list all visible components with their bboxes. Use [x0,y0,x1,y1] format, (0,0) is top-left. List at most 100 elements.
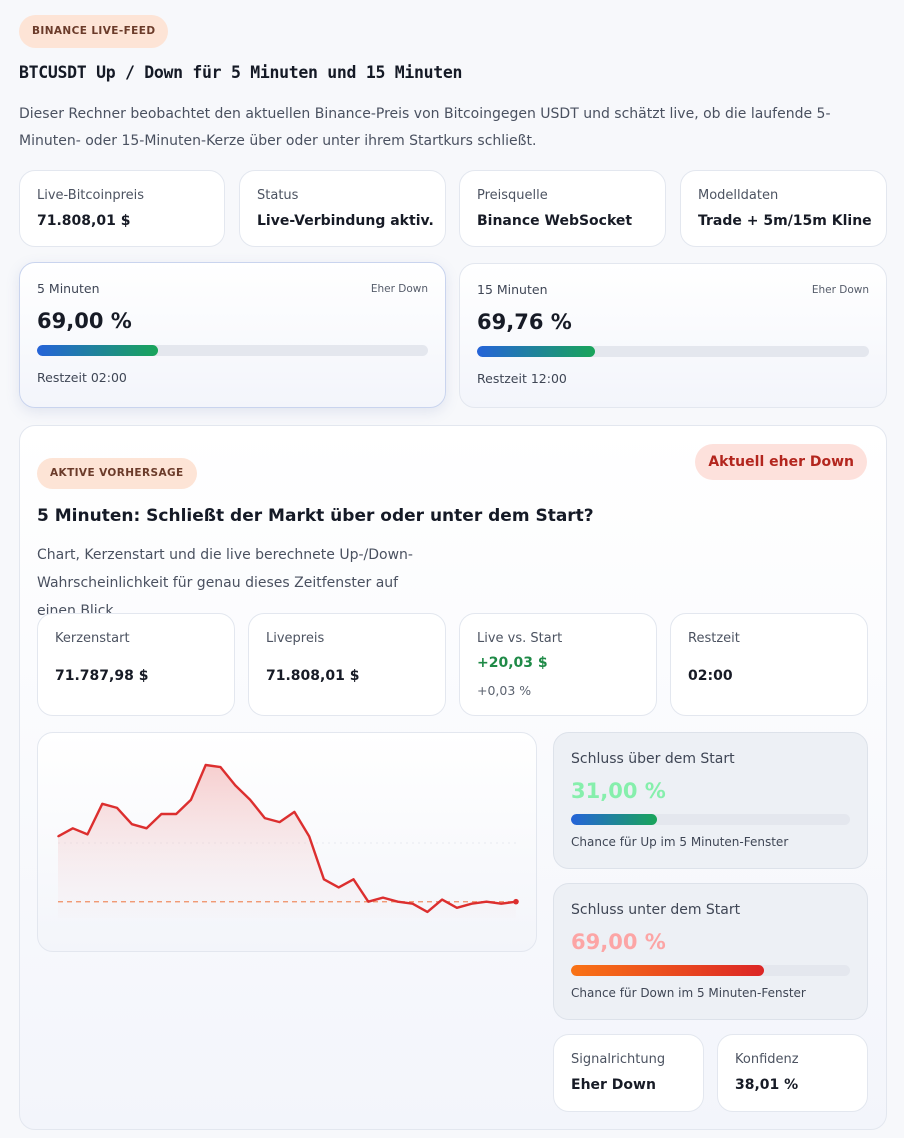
down-label: Schluss unter dem Start [571,902,741,918]
chart-point [323,878,325,881]
stat-value: 71.808,01 $ [266,668,360,684]
last-price-dot [513,898,519,905]
confidence-label: Konfidenz [735,1052,799,1067]
down-probability: 69,00 % [571,930,666,954]
info-card-status: Status Live-Verbindung aktiv. [239,170,446,247]
prediction-badge: AKTIVE VORHERSAGE [37,458,197,489]
progress-fill [37,345,159,356]
stat-value: 02:00 [688,668,733,684]
chart-point [190,798,192,801]
chart-point [131,823,133,825]
up-progress-bar [571,814,850,825]
chart-point [397,900,399,903]
signal-card: Signalrichtung Eher Down [553,1034,704,1112]
chart-point [234,784,237,787]
stat-value: +20,03 $ [477,655,548,671]
timeframe-progress-bar [477,346,869,357]
up-probability: 31,00 % [571,779,666,803]
signal-label: Signalrichtung [571,1052,666,1067]
chart-point [175,813,177,815]
chart-point [57,835,59,838]
chart-point [116,807,118,809]
signal-value: Eher Down [571,1077,656,1093]
chart-point [293,811,296,813]
timeframe-direction-tag: Eher Down [370,283,428,295]
chart-point [101,802,104,805]
prediction-panel: AKTIVE VORHERSAGE Aktuell eher Down 5 Mi… [19,425,887,1130]
chart-point [382,896,384,899]
chart-point [145,827,148,830]
timeframe-card-5m[interactable]: 5 Minuten Eher Down 69,00 % Restzeit 02:… [19,262,446,408]
price-chart-svg [57,763,519,918]
chart-point [337,886,340,889]
timeframe-card-15m[interactable]: 15 Minuten Eher Down 69,76 % Restzeit 12… [459,263,887,408]
confidence-card: Konfidenz 38,01 % [717,1034,868,1112]
timeframe-label: 15 Minuten [477,282,548,297]
chart-point [278,821,281,823]
stat-card-diff: Live vs. Start +20,03 $ +0,03 % [459,613,657,716]
info-card-price: Live-Bitcoinpreis 71.808,01 $ [19,170,225,247]
info-card-label: Status [257,188,299,203]
down-progress-bar [571,965,850,976]
info-card-label: Preisquelle [477,188,548,203]
info-card-label: Modelldaten [698,188,779,203]
feed-badge: BINANCE LIVE-FEED [19,15,169,48]
info-card-value: Live-Verbindung aktiv. [257,213,434,229]
chart-point [500,902,503,905]
chart-point [470,902,473,905]
chart-point [86,833,89,836]
down-caption: Chance für Down im 5 Minuten-Fenster [571,986,806,1000]
timeframe-remaining: Restzeit 12:00 [477,371,567,386]
progress-fill [571,965,764,976]
chart-point [426,911,429,913]
timeframe-remaining: Restzeit 02:00 [37,370,127,385]
chart-point [160,813,163,815]
stat-value: 71.787,98 $ [55,668,149,684]
info-card-model: Modelldaten Trade + 5m/15m Kline [680,170,887,247]
stat-label: Kerzenstart [55,631,130,646]
down-probability-card: Schluss unter dem Start 69,00 % Chance f… [553,883,868,1020]
up-label: Schluss über dem Start [571,751,735,767]
stat-card-remaining: Restzeit 02:00 [670,613,868,716]
chart-point [308,835,310,838]
up-probability-card: Schluss über dem Start 31,00 % Chance fü… [553,732,868,869]
chart-point [352,878,355,881]
chart-point [411,902,414,905]
chart-point [249,798,251,801]
chart-point [367,900,370,903]
stat-card-start: Kerzenstart 71.787,98 $ [37,613,235,716]
chart-point [71,827,74,830]
timeframe-progress-bar [37,345,428,356]
timeframe-label: 5 Minuten [37,281,100,296]
prediction-title: 5 Minuten: Schließt der Markt über oder … [37,506,594,526]
info-card-source: Preisquelle Binance WebSocket [459,170,666,247]
progress-fill [571,814,658,825]
stat-card-live: Livepreis 71.808,01 $ [248,613,446,716]
confidence-value: 38,01 % [735,1077,799,1093]
info-card-label: Live-Bitcoinpreis [37,188,145,203]
stat-sub-value: +0,03 % [477,683,532,698]
info-card-value: Trade + 5m/15m Kline [698,213,872,229]
up-caption: Chance für Up im 5 Minuten-Fenster [571,835,789,849]
progress-fill [477,346,595,357]
stat-label: Restzeit [688,631,740,646]
chart-area [58,765,516,918]
timeframe-direction-tag: Eher Down [811,284,869,296]
status-badge: Aktuell eher Down [695,444,867,480]
chart-point [204,764,207,766]
timeframe-probability: 69,00 % [37,309,132,333]
chart-point [264,817,266,819]
intro-text: Dieser Rechner beobachtet den aktuellen … [19,106,831,149]
info-card-value: 71.808,01 $ [37,213,131,229]
price-chart [37,732,537,952]
timeframe-probability: 69,76 % [477,310,572,334]
chart-point [456,907,458,909]
info-card-value: Binance WebSocket [477,213,633,229]
page-title: BTCUSDT Up / Down für 5 Minuten und 15 M… [19,63,463,82]
chart-point [219,766,222,768]
stat-label: Live vs. Start [477,631,563,646]
chart-point [441,898,443,901]
price-line [57,763,517,914]
chart-point [485,900,488,903]
stat-label: Livepreis [266,631,325,646]
